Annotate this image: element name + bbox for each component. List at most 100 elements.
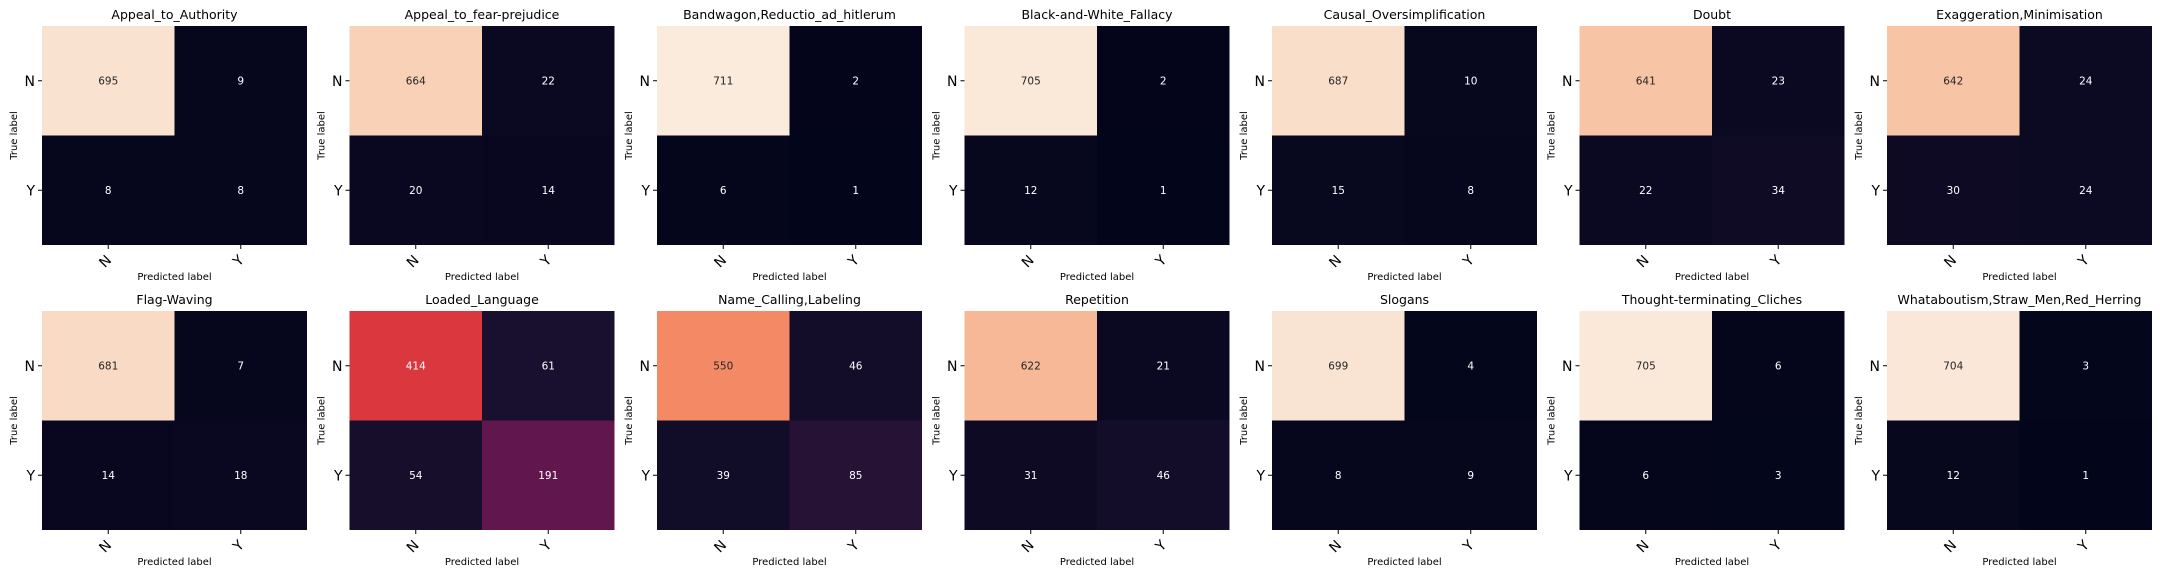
cell-value: 34 [1772,185,1786,197]
heatmap-cell [789,311,922,421]
cell-value: 705 [1636,360,1656,372]
x-tick-label: Y [845,252,863,270]
y-tick-label: N [640,359,650,375]
heatmap-cell [482,311,615,421]
panel-title: Slogans [1380,292,1429,307]
y-tick-label: N [332,359,342,375]
y-tick-label: N [1870,74,1880,90]
cell-value: 15 [1332,185,1345,197]
cell-value: 681 [98,360,118,372]
x-tick-label: N [404,253,423,272]
panel-title: Whataboutism,Straw_Men,Red_Herring [1897,292,2141,307]
cell-value: 10 [1464,75,1477,87]
cell-value: 18 [234,470,247,482]
heatmap-cell [1097,26,1230,136]
heatmap-cell [174,135,307,245]
cell-value: 8 [1467,185,1474,197]
x-tick-label: N [404,538,423,557]
cell-value: 14 [542,185,556,197]
x-tick-label: Y [2075,537,2093,555]
y-tick-label: N [25,74,35,90]
x-axis-label: Predicted label [1367,557,1441,568]
cell-value: 414 [406,360,426,372]
x-tick-label: Y [1767,252,1785,270]
y-tick-label: Y [25,468,35,484]
heatmap-cell [1712,311,1845,421]
x-axis-label: Predicted label [1060,557,1134,568]
x-tick-label: Y [1460,537,1478,555]
heatmap-cell [349,311,482,421]
heatmap-cell [964,311,1097,421]
cell-value: 191 [538,470,558,482]
cell-value: 687 [1328,75,1348,87]
x-tick-label: N [1326,253,1345,272]
cell-value: 46 [1157,470,1171,482]
cell-value: 622 [1021,360,1041,372]
x-axis-label: Predicted label [445,557,519,568]
cell-value: 23 [1772,75,1785,87]
x-tick-label: Y [537,537,555,555]
heatmap-cell [42,311,175,421]
y-tick-label: Y [1255,183,1265,199]
cell-value: 3 [1775,470,1782,482]
y-axis-label: True label [317,396,328,446]
x-tick-label: N [1019,538,1038,557]
y-tick-label: N [25,359,35,375]
cell-value: 6 [720,185,727,197]
cell-value: 642 [1943,75,1963,87]
cell-value: 85 [849,470,862,482]
panel-title: Bandwagon,Reductio_ad_hitlerum [683,7,896,22]
heatmap-cell [1404,420,1537,530]
x-tick-label: Y [1152,252,1170,270]
cell-value: 8 [1335,470,1342,482]
heatmap-cell [657,26,790,136]
x-tick-label: Y [537,252,555,270]
y-tick-label: N [1870,359,1880,375]
y-axis-label: True label [1854,111,1865,161]
y-axis-label: True label [1854,396,1865,446]
y-tick-label: N [1255,74,1265,90]
cell-value: 704 [1943,360,1963,372]
y-axis-label: True label [1547,396,1558,446]
heatmap-cell [1887,26,2020,136]
x-tick-label: Y [230,252,248,270]
x-axis-label: Predicted label [752,272,826,283]
y-tick-label: N [640,74,650,90]
panel-title: Causal_Oversimplification [1324,7,1486,22]
y-tick-label: N [1562,74,1572,90]
heatmap-cell [1887,311,2020,421]
cell-value: 21 [1157,360,1170,372]
x-axis-label: Predicted label [137,557,211,568]
cell-value: 24 [2079,185,2093,197]
y-tick-label: Y [1255,468,1265,484]
x-axis-label: Predicted label [1060,272,1134,283]
heatmap-cell [789,135,922,245]
x-axis-label: Predicted label [1982,557,2056,568]
heatmap-cell [349,26,482,136]
cell-value: 24 [2079,75,2093,87]
cell-value: 641 [1636,75,1656,87]
heatmap-cell [1579,420,1712,530]
panel-title: Exaggeration,Minimisation [1936,7,2103,22]
panel-title: Black-and-White_Fallacy [1021,7,1173,22]
heatmap-cell [2019,26,2152,136]
panel-title: Loaded_Language [425,292,539,307]
x-tick-label: N [711,253,730,272]
x-axis-label: Predicted label [1982,272,2056,283]
cell-value: 12 [1024,185,1037,197]
x-tick-label: N [96,538,115,557]
heatmap-cell [1272,420,1405,530]
heatmap-cell [482,26,615,136]
heatmap-cell [174,420,307,530]
y-tick-label: Y [1563,183,1573,199]
cell-value: 2 [852,75,859,87]
heatmap-cell [482,135,615,245]
x-axis-label: Predicted label [752,557,826,568]
cell-value: 699 [1328,360,1348,372]
heatmap-cell [789,26,922,136]
cell-value: 695 [98,75,118,87]
heatmap-cell [964,135,1097,245]
x-tick-label: Y [230,537,248,555]
heatmap-cell [42,135,175,245]
